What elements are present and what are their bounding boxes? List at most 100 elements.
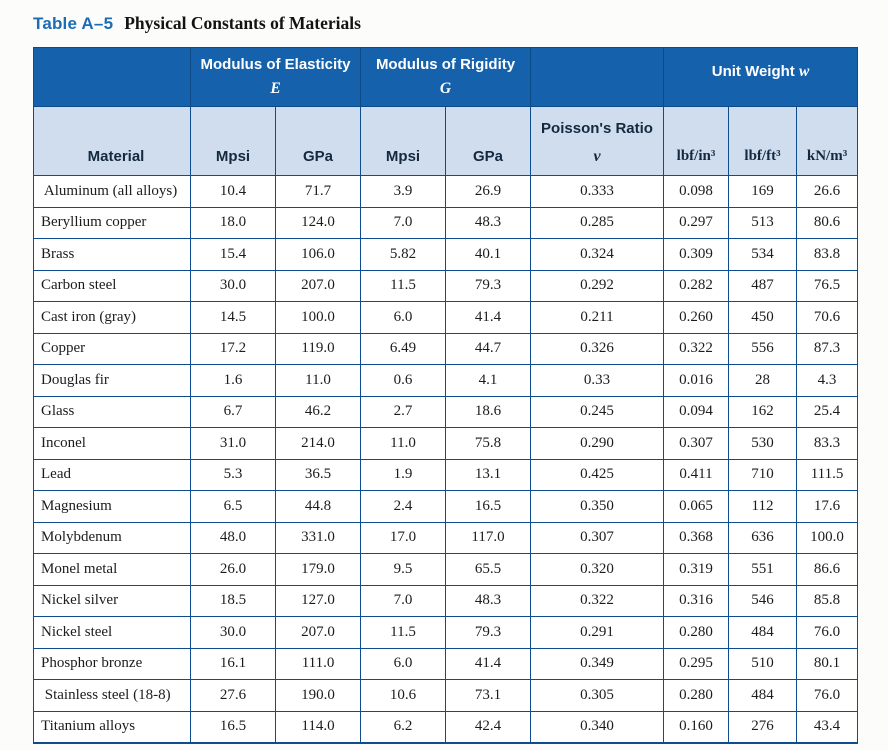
value-cell: 0.098 — [663, 175, 730, 208]
value-cell: 5.82 — [360, 238, 447, 271]
value-cell: 0.340 — [530, 710, 665, 744]
column-header-kn-m3: kN/m³ — [796, 106, 859, 176]
value-cell: 0.309 — [663, 238, 730, 271]
value-cell: 17.2 — [190, 332, 276, 365]
empty-header-cell-poisson — [530, 47, 665, 107]
table-row: Lead 5.3 36.5 1.9 13.1 0.425 0.411 710 111.5 — [33, 458, 859, 491]
value-cell: 87.3 — [796, 332, 859, 365]
table-row: Nickel silver 18.5 127.0 7.0 48.3 0.322 0.316 5… — [33, 584, 859, 617]
value-cell: 41.4 — [445, 301, 532, 334]
value-cell: 6.0 — [360, 301, 447, 334]
value-cell: 11.5 — [360, 269, 447, 302]
value-cell: 214.0 — [274, 427, 362, 460]
value-cell: 484 — [728, 679, 798, 712]
value-cell: 44.7 — [445, 332, 532, 365]
value-cell: 0.016 — [663, 364, 730, 397]
value-cell: 4.3 — [796, 364, 859, 397]
value-cell: 80.1 — [796, 647, 859, 680]
value-cell: 73.1 — [445, 679, 532, 712]
value-cell: 30.0 — [190, 616, 276, 649]
group-rigidity: Modulus of Rigidity G — [360, 47, 532, 107]
unit-weight-text: Unit Weight — [711, 63, 795, 80]
value-cell: 26.6 — [796, 175, 859, 208]
value-cell: 0.324 — [530, 238, 665, 271]
value-cell: 127.0 — [274, 584, 362, 617]
value-cell: 276 — [728, 710, 798, 744]
table-row: Inconel 31.0 214.0 11.0 75.8 0.290 0.307 530 83.… — [33, 427, 859, 460]
value-cell: 18.0 — [190, 206, 276, 239]
column-header-poisson: Poisson's Ratio ν — [530, 106, 665, 176]
value-cell: 44.8 — [274, 490, 362, 523]
value-cell: 65.5 — [445, 553, 532, 586]
value-cell: 0.280 — [663, 679, 730, 712]
value-cell: 48.3 — [445, 206, 532, 239]
value-cell: 530 — [728, 427, 798, 460]
table-row: Douglas fir 1.6 11.0 0.6 4.1 0.33 0.016 28 4.3 — [33, 364, 859, 397]
value-cell: 111.5 — [796, 458, 859, 491]
material-cell: Douglas fir — [33, 364, 191, 397]
value-cell: 6.0 — [360, 647, 447, 680]
value-cell: 207.0 — [274, 616, 362, 649]
value-cell: 17.6 — [796, 490, 859, 523]
value-cell: 76.0 — [796, 679, 859, 712]
value-cell: 6.5 — [190, 490, 276, 523]
value-cell: 0.280 — [663, 616, 730, 649]
group-elasticity-symbol: E — [270, 79, 281, 97]
value-cell: 0.211 — [530, 301, 665, 334]
value-cell: 18.5 — [190, 584, 276, 617]
value-cell: 2.7 — [360, 395, 447, 428]
value-cell: 0.094 — [663, 395, 730, 428]
value-cell: 76.0 — [796, 616, 859, 649]
table-row: Beryllium copper 18.0 124.0 7.0 48.3 0.285 0.2… — [33, 206, 859, 239]
material-cell: Phosphor bronze — [33, 647, 191, 680]
value-cell: 551 — [728, 553, 798, 586]
value-cell: 9.5 — [360, 553, 447, 586]
value-cell: 76.5 — [796, 269, 859, 302]
value-cell: 0.245 — [530, 395, 665, 428]
value-cell: 1.6 — [190, 364, 276, 397]
value-cell: 487 — [728, 269, 798, 302]
value-cell: 6.49 — [360, 332, 447, 365]
value-cell: 42.4 — [445, 710, 532, 744]
value-cell: 0.305 — [530, 679, 665, 712]
table-row: Cast iron (gray) 14.5 100.0 6.0 41.4 0.211 0.2… — [33, 301, 859, 334]
value-cell: 4.1 — [445, 364, 532, 397]
material-cell: Brass — [33, 238, 191, 271]
value-cell: 100.0 — [274, 301, 362, 334]
value-cell: 25.4 — [796, 395, 859, 428]
material-cell: Stainless steel (18-8) — [33, 679, 191, 712]
value-cell: 162 — [728, 395, 798, 428]
value-cell: 13.1 — [445, 458, 532, 491]
value-cell: 0.322 — [663, 332, 730, 365]
table-row: Molybdenum 48.0 331.0 17.0 117.0 0.307 0.368 63… — [33, 521, 859, 554]
value-cell: 14.5 — [190, 301, 276, 334]
material-cell: Titanium alloys — [33, 710, 191, 744]
value-cell: 46.2 — [274, 395, 362, 428]
value-cell: 10.4 — [190, 175, 276, 208]
value-cell: 16.5 — [190, 710, 276, 744]
value-cell: 207.0 — [274, 269, 362, 302]
value-cell: 124.0 — [274, 206, 362, 239]
value-cell: 0.160 — [663, 710, 730, 744]
value-cell: 556 — [728, 332, 798, 365]
value-cell: 18.6 — [445, 395, 532, 428]
value-cell: 15.4 — [190, 238, 276, 271]
value-cell: 0.319 — [663, 553, 730, 586]
value-cell: 0.307 — [663, 427, 730, 460]
value-cell: 331.0 — [274, 521, 362, 554]
value-cell: 450 — [728, 301, 798, 334]
value-cell: 26.9 — [445, 175, 532, 208]
value-cell: 75.8 — [445, 427, 532, 460]
table-row: Monel metal 26.0 179.0 9.5 65.5 0.320 0.319 551… — [33, 553, 859, 586]
value-cell: 83.8 — [796, 238, 859, 271]
value-cell: 40.1 — [445, 238, 532, 271]
group-rigidity-symbol: G — [439, 79, 452, 97]
table-row: Carbon steel 30.0 207.0 11.5 79.3 0.292 0.282 4… — [33, 269, 859, 302]
material-cell: Nickel steel — [33, 616, 191, 649]
table-row: Brass 15.4 106.0 5.82 40.1 0.324 0.309 534 83.8 — [33, 238, 859, 271]
value-cell: 70.6 — [796, 301, 859, 334]
group-elasticity-title: Modulus of Elasticity — [200, 56, 351, 74]
value-cell: 11.0 — [274, 364, 362, 397]
value-cell: 106.0 — [274, 238, 362, 271]
value-cell: 41.4 — [445, 647, 532, 680]
